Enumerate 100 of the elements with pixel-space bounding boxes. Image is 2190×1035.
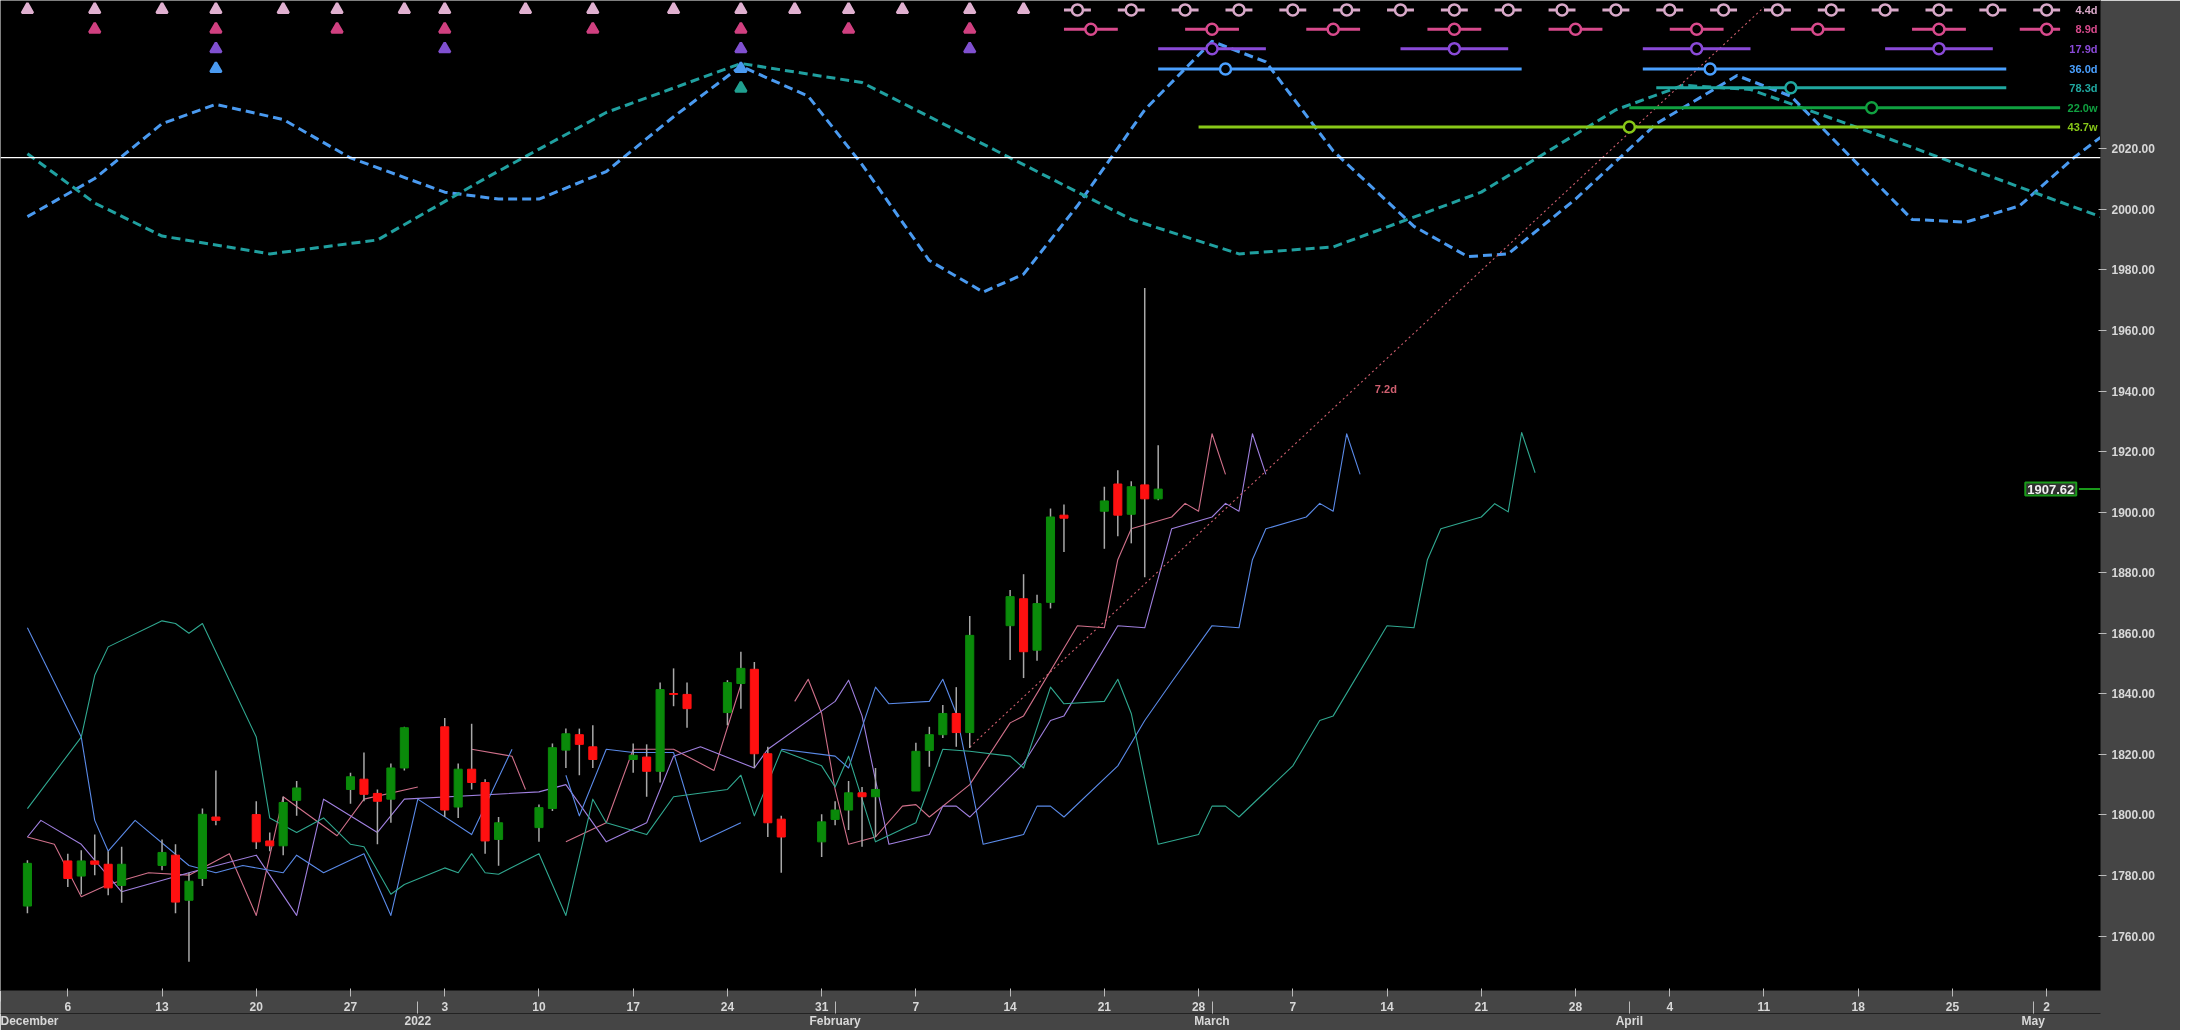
point (209, 21, 223, 34)
point (276, 1, 290, 15)
candlestick (1099, 485, 1109, 550)
point (1447, 22, 1462, 36)
point (734, 80, 748, 93)
candlestick (857, 786, 867, 848)
x-tick-label: 7 (1289, 999, 1297, 1014)
candlestick (345, 772, 356, 805)
point (1784, 80, 1798, 95)
candlestick (467, 723, 477, 791)
candlestick (642, 743, 652, 798)
candlestick (157, 838, 167, 872)
y-tick-label: 1880.00 (2111, 566, 2156, 581)
candlestick (669, 667, 679, 707)
x-tick-label: 28 (1191, 999, 1206, 1014)
line-series (25, 39, 2101, 294)
y-tick-label: 2020.00 (2111, 142, 2156, 157)
point (2039, 3, 2054, 17)
point (437, 21, 452, 34)
line-series (25, 61, 2101, 256)
candlestick (117, 845, 127, 904)
candlestick (844, 780, 854, 831)
point (209, 41, 223, 54)
point (1124, 3, 1139, 17)
series-label: 7.2d (1374, 383, 1397, 396)
point (1932, 41, 1946, 56)
point (209, 1, 223, 15)
x-tick-label: 2 (2043, 999, 2051, 1014)
series-label: 4.4d (2075, 3, 2098, 16)
point (1218, 62, 1233, 76)
x-tick-label: 4 (1666, 999, 1674, 1014)
point (1286, 3, 1300, 17)
x2-tick-label: February (809, 1013, 862, 1028)
y-tick-label: 1780.00 (2111, 868, 2156, 883)
x-tick-label: 10 (532, 999, 546, 1014)
point (586, 1, 600, 15)
x2-tick-label: December (0, 1013, 59, 1028)
point (330, 1, 344, 15)
point (1716, 3, 1731, 17)
candlestick (292, 780, 302, 817)
candlestick (265, 831, 275, 852)
point (734, 41, 748, 54)
point (20, 1, 35, 15)
series-label: 43.7w (2067, 121, 2098, 134)
point (962, 1, 977, 15)
point (734, 1, 748, 15)
text: 78.3d (2069, 81, 2098, 94)
point (787, 1, 802, 15)
candlestick (372, 788, 382, 846)
point (1016, 1, 1031, 15)
point (1662, 3, 1677, 17)
x-tick-label: 7 (912, 999, 920, 1014)
x-tick-label: 17 (626, 999, 641, 1014)
point (666, 1, 681, 15)
point (1070, 3, 1085, 17)
candlestick (588, 724, 598, 769)
y-tick-label: 1860.00 (2111, 626, 2156, 641)
candlestick (561, 727, 571, 769)
candlestick (494, 816, 504, 867)
candlestick (628, 742, 638, 774)
point (962, 21, 977, 34)
point (1824, 3, 1839, 17)
candlestick (211, 769, 221, 826)
point (209, 61, 223, 74)
candlestick (951, 686, 961, 748)
x2-tick-label: May (2021, 1013, 2046, 1028)
candlestick (359, 751, 369, 803)
point (1770, 3, 1785, 17)
x-tick-label: 20 (249, 999, 264, 1014)
candlestick (776, 815, 786, 874)
point (1393, 3, 1408, 17)
candlestick (682, 681, 692, 729)
point (1878, 3, 1892, 17)
x-tick-label: 18 (1851, 999, 1866, 1014)
point (841, 1, 856, 15)
point (1178, 3, 1192, 17)
candlestick (76, 849, 86, 895)
candlestick (938, 704, 948, 739)
point (1703, 62, 1717, 76)
x2-tick-label: March (1194, 1013, 1230, 1028)
point (1326, 22, 1340, 36)
candlestick (817, 813, 827, 858)
candlestick (103, 850, 113, 896)
point (586, 21, 600, 34)
x-tick-label: 21 (1097, 999, 1112, 1014)
point (1339, 3, 1354, 17)
y-tick-label: 1760.00 (2111, 929, 2156, 944)
point (1555, 3, 1569, 17)
point (437, 41, 452, 54)
series-label: 22.0w (2067, 101, 2098, 114)
point (397, 1, 412, 15)
point (1447, 3, 1462, 17)
x-tick-label: 11 (1757, 999, 1771, 1014)
point (518, 1, 533, 15)
x-tick-label: 13 (155, 999, 170, 1014)
point (1568, 22, 1583, 36)
point (1689, 22, 1704, 36)
point (1609, 3, 1623, 17)
point (1689, 41, 1704, 56)
point (841, 21, 856, 34)
